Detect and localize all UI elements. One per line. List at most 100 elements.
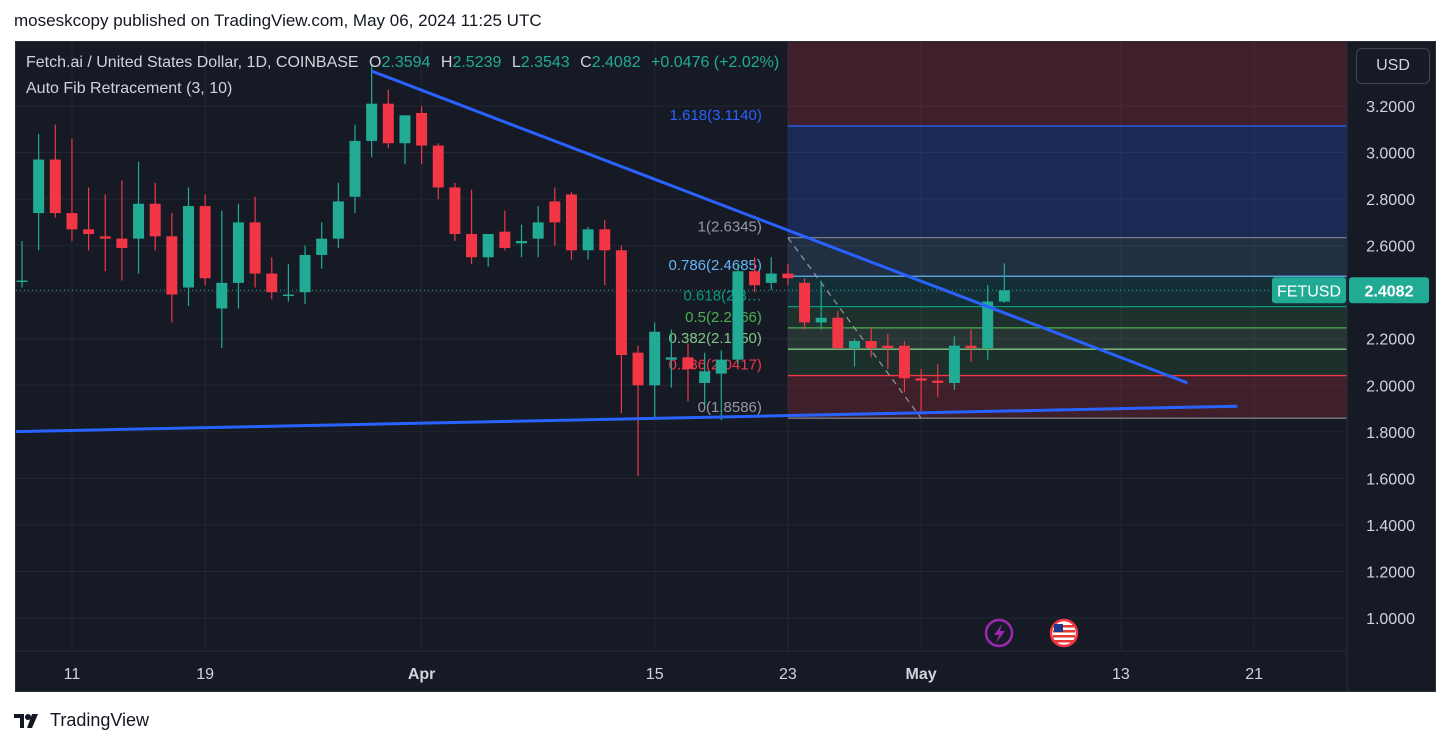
chart-pane[interactable]: 1.618(3.1140) 1(2.6345) 0.786(2.4685) 0.618…	[15, 41, 1436, 692]
fib-level-label: 0(1.8586)	[698, 399, 762, 416]
x-tick-label: May	[906, 666, 937, 683]
candle-body	[815, 317, 827, 323]
candle-body	[399, 115, 411, 144]
candle-body	[532, 222, 544, 239]
fib-zone	[787, 349, 1347, 376]
tradingview-logo-icon	[14, 713, 38, 728]
candle-body	[699, 371, 711, 383]
candle-body	[166, 236, 178, 295]
candle-body	[316, 238, 328, 255]
close-label: C	[580, 54, 592, 71]
candle-body	[83, 229, 95, 234]
candle-body	[482, 234, 494, 258]
candle-body	[232, 222, 244, 283]
y-tick-label: 2.6000	[1366, 239, 1415, 256]
symbol-title: Fetch.ai / United States Dollar, 1D, COI…	[26, 54, 359, 71]
candle-body	[632, 352, 644, 386]
close-value: 2.4082	[591, 54, 641, 71]
candle-body	[349, 140, 361, 197]
candle-body	[549, 201, 561, 223]
y-tick-label: 2.8000	[1366, 192, 1415, 209]
candle-body	[366, 103, 378, 141]
candle-body	[416, 112, 428, 146]
candle-body	[332, 201, 344, 239]
candle-body	[765, 273, 777, 283]
tradingview-brand[interactable]: TradingView	[14, 710, 149, 731]
low-label: L	[511, 54, 521, 71]
candle-body	[982, 301, 994, 349]
candle-body	[749, 271, 761, 286]
open-value: 2.3594	[381, 54, 431, 71]
fib-level-label: 0.5(2.2466)	[685, 309, 762, 326]
y-tick-label: 2.2000	[1366, 332, 1415, 349]
candle-body	[499, 231, 511, 248]
candle-body	[782, 273, 794, 279]
candle-body	[898, 345, 910, 379]
lightning-icon[interactable]	[984, 618, 1014, 648]
candle-body	[932, 380, 944, 383]
candle-body	[249, 222, 261, 274]
fib-zone	[787, 375, 1347, 419]
fib-level-label: 1.618(3.1140)	[670, 107, 762, 124]
candle-body	[948, 345, 960, 383]
y-tick-label: 1.0000	[1366, 611, 1415, 628]
candle-body	[33, 159, 45, 214]
y-tick-label: 1.2000	[1366, 564, 1415, 581]
candle-body	[516, 240, 527, 244]
fib-zone	[787, 126, 1347, 238]
price-tag-bg	[1349, 277, 1429, 304]
price-tag: 2.4082	[1365, 283, 1414, 300]
fib-level-label: 0.382(2.1550)	[668, 330, 761, 347]
high-value: 2.5239	[452, 54, 502, 71]
candle-body	[732, 271, 744, 360]
candle-body	[665, 357, 677, 360]
candle-body	[915, 378, 927, 381]
us-flag-icon[interactable]	[1049, 618, 1079, 648]
fib-level-label: 0.786(2.4685)	[668, 257, 761, 274]
x-tick-label: 21	[1245, 666, 1263, 683]
y-tick-label: 1.6000	[1366, 471, 1415, 488]
fib-zone	[787, 237, 1347, 277]
candle-body	[466, 234, 478, 258]
candle-body	[715, 359, 727, 374]
candle-body	[432, 145, 444, 188]
x-tick-label: 11	[64, 666, 81, 683]
candle-body	[116, 238, 128, 248]
candle-body	[565, 194, 577, 251]
candle-body	[865, 341, 877, 349]
x-tick-label: 13	[1112, 666, 1130, 683]
candle-body	[199, 206, 211, 279]
high-label: H	[440, 54, 453, 71]
symbol-legend: Fetch.ai / United States Dollar, 1D, COI…	[26, 54, 779, 72]
fib-trend-dashed	[787, 237, 922, 419]
candle-body	[998, 290, 1010, 302]
candle-body	[16, 280, 28, 283]
candle-body	[615, 250, 627, 356]
candle-body	[649, 331, 661, 386]
candle-body	[133, 203, 145, 239]
y-tick-label: 1.4000	[1366, 518, 1415, 535]
open-label: O	[369, 54, 382, 71]
trendline-ascending-support	[16, 404, 1238, 434]
x-tick-label: 23	[779, 666, 797, 683]
candle-body	[66, 213, 78, 230]
change-value: +0.0476 (+2.02%)	[651, 54, 780, 71]
fib-zone	[787, 306, 1347, 328]
indicator-label[interactable]: Auto Fib Retracement (3, 10)	[26, 80, 233, 97]
y-tick-label: 3.2000	[1366, 99, 1415, 116]
candle-body	[216, 282, 228, 309]
low-value: 2.3543	[520, 54, 570, 71]
brand-name: TradingView	[50, 710, 150, 730]
candle-body	[282, 294, 294, 297]
fib-zone	[787, 42, 1347, 127]
fib-zone	[787, 276, 1347, 307]
price-chart[interactable]: 1.618(3.1140) 1(2.6345) 0.786(2.4685) 0.618…	[16, 42, 1436, 692]
candle-body	[299, 254, 311, 293]
candle-body	[99, 236, 111, 239]
y-tick-label: 1.8000	[1366, 425, 1415, 442]
fib-level-label: 0.618(2.3…	[684, 288, 762, 305]
currency-button[interactable]: USD	[1356, 48, 1430, 84]
symbol-tag-bg	[1272, 277, 1346, 304]
candle-body	[183, 206, 194, 288]
candle-body	[149, 203, 161, 237]
